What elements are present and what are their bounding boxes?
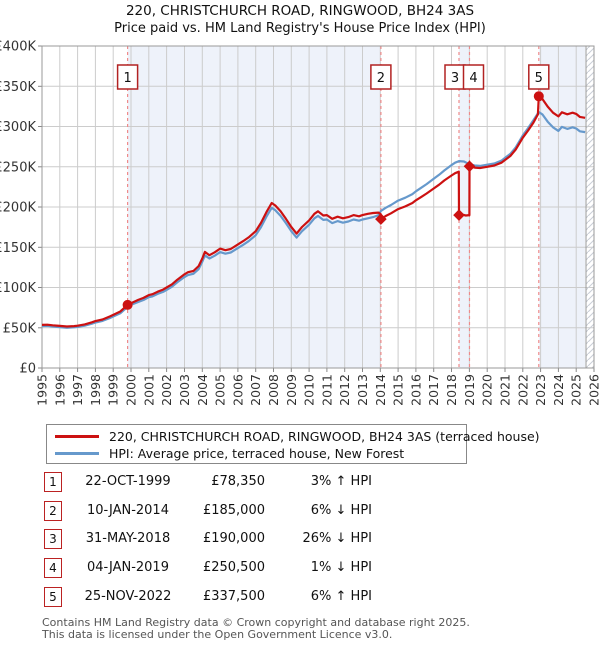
sale-row-number-badge: 2 [44, 500, 62, 521]
page-subtitle: Price paid vs. HM Land Registry's House … [114, 21, 486, 36]
price-paid-line-swatch [55, 435, 99, 438]
sale-row-number-badge: 5 [44, 586, 62, 607]
x-axis-label: 2000 [124, 374, 139, 406]
x-axis-label: 2001 [141, 374, 156, 406]
sale-date: 10-JAN-2014 [87, 502, 169, 518]
x-axis-label: 2024 [551, 374, 566, 406]
sale-row-number-badge: 1 [44, 472, 62, 492]
x-axis-label: 2008 [266, 374, 281, 406]
sale-price: £78,350 [211, 474, 265, 489]
legend-label: HPI: Average price, terraced house, New … [109, 446, 405, 461]
y-axis-label: £200K [0, 201, 36, 216]
x-axis-label: 2017 [426, 374, 441, 406]
y-axis-label: £0 [19, 362, 36, 377]
sale-hpi-comparison: 3% ↑ HPI [310, 474, 372, 489]
y-axis-label: £400K [0, 40, 36, 55]
x-axis-label: 2018 [444, 374, 459, 406]
x-axis-label: 2025 [569, 374, 584, 406]
y-axis-label: £50K [3, 321, 37, 336]
sale-row-3: 3 31-MAY-2018 £190,000 26% ↓ HPI [0, 529, 600, 551]
footer-line-2: This data is licensed under the Open Gov… [42, 627, 393, 641]
x-axis-label: 2022 [515, 374, 530, 406]
legend-item-hpi: HPI: Average price, terraced house, New … [47, 444, 404, 463]
sale-marker-5 [533, 91, 544, 102]
hpi-line-swatch [55, 452, 99, 455]
price-history-chart: 1 2 34 5 £0 £50K £100K £150K £200K £250K £300K £350… [0, 40, 600, 406]
svg-text:5: 5 [535, 71, 543, 86]
sale-hpi-comparison: 26% ↓ HPI [302, 531, 372, 547]
x-axis-label: 2003 [177, 374, 192, 406]
x-axis-label: 2026 [587, 374, 600, 406]
sale-hpi-comparison: 1% ↓ HPI [310, 560, 372, 576]
y-axis-label: £300K [0, 120, 36, 135]
license-footer: Contains HM Land Registry data © Crown c… [42, 617, 598, 640]
x-axis-label: 2005 [213, 374, 228, 406]
x-axis-label: 2007 [248, 374, 263, 406]
footer-line-1: Contains HM Land Registry data © Crown c… [42, 616, 470, 629]
svg-text:3: 3 [451, 71, 459, 86]
sale-row-5: 5 25-NOV-2022 £337,500 6% ↑ HPI [0, 586, 600, 609]
sale-date: 31-MAY-2018 [85, 531, 171, 547]
price-paid-line [41, 95, 586, 328]
page-title: 220, CHRISTCHURCH ROAD, RINGWOOD, BH24 3… [125, 3, 475, 19]
sale-price: £337,500 [202, 588, 265, 604]
sale-row-4: 4 04-JAN-2019 £250,500 1% ↓ HPI [0, 558, 600, 580]
chart-legend: 220, CHRISTCHURCH ROAD, RINGWOOD, BH24 3… [46, 424, 540, 464]
hpi-line [41, 110, 586, 329]
svg-text:4: 4 [469, 71, 477, 86]
sale-marker-1 [122, 299, 133, 310]
y-axis-label: £250K [0, 160, 36, 175]
sale-hpi-comparison: 6% ↓ HPI [310, 502, 372, 518]
sale-number-box-5 [528, 64, 550, 90]
legend-item-price-paid: 220, CHRISTCHURCH ROAD, RINGWOOD, BH24 3… [47, 427, 540, 446]
x-axis-label: 2023 [533, 374, 548, 406]
sale-number-box-2 [370, 64, 392, 90]
sale-date: 25-NOV-2022 [84, 588, 172, 604]
sale-hpi-comparison: 6% ↑ HPI [310, 588, 372, 604]
sale-number-box-1 [116, 64, 139, 90]
x-axis-label: 2009 [284, 374, 299, 406]
x-axis-label: 2002 [159, 374, 174, 406]
x-axis-label: 2016 [408, 374, 423, 406]
x-axis-label: 2021 [498, 374, 513, 406]
sale-date: 04-JAN-2019 [87, 560, 169, 576]
sale-marker-3 [453, 209, 465, 221]
y-axis-label: £350K [0, 80, 36, 95]
x-axis-label: 1999 [106, 374, 121, 406]
sale-row-2: 2 10-JAN-2014 £185,000 6% ↓ HPI [0, 500, 600, 523]
x-axis-label: 2014 [373, 374, 388, 406]
sale-price: £190,000 [202, 531, 265, 547]
sale-price: £185,000 [202, 502, 265, 518]
sale-date: 22-OCT-1999 [85, 474, 171, 489]
legend-label: 220, CHRISTCHURCH ROAD, RINGWOOD, BH24 3… [109, 429, 540, 444]
x-axis-label: 2013 [355, 374, 370, 406]
x-axis-label: 2015 [391, 374, 406, 406]
sale-row-number-badge: 3 [44, 529, 62, 550]
x-axis-label: 2004 [195, 374, 210, 406]
sale-row-1: 1 22-OCT-1999 £78,350 3% ↑ HPI [0, 472, 600, 494]
svg-text:1: 1 [123, 71, 131, 86]
x-axis-label: 1995 [35, 374, 50, 406]
x-axis-label: 2020 [480, 374, 495, 406]
sale-row-number-badge: 4 [44, 558, 62, 579]
x-axis-label: 1996 [52, 374, 67, 406]
sale-marker-4 [463, 160, 476, 173]
x-axis-label: 2019 [462, 374, 477, 406]
x-axis-label: 2010 [302, 374, 317, 406]
x-axis-label: 2006 [230, 374, 245, 406]
future-hatch-region [586, 46, 594, 368]
sale-marker-2 [375, 213, 387, 225]
x-axis-label: 2011 [319, 374, 334, 406]
sale-number-box-4 [462, 64, 485, 90]
x-axis-label: 1998 [88, 374, 103, 406]
svg-text:2: 2 [377, 71, 385, 86]
y-axis-label: £150K [0, 241, 36, 256]
x-axis-label: 2012 [337, 374, 352, 406]
x-axis-label: 1997 [70, 374, 85, 406]
y-axis-label: £100K [0, 281, 36, 296]
sale-price: £250,500 [202, 560, 265, 576]
